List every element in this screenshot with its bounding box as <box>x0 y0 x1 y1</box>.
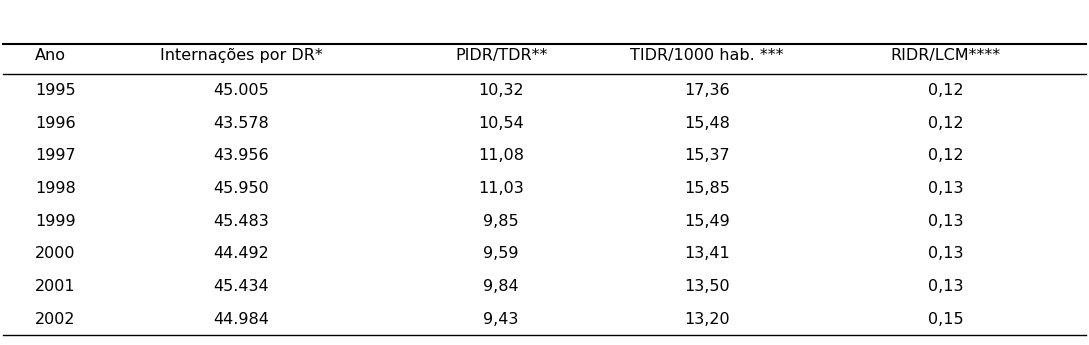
Text: 11,08: 11,08 <box>478 148 524 163</box>
Text: 0,13: 0,13 <box>928 279 963 294</box>
Text: 45.483: 45.483 <box>213 214 269 229</box>
Text: 0,15: 0,15 <box>928 312 963 327</box>
Text: 0,12: 0,12 <box>928 148 963 163</box>
Text: TIDR/1000 hab. ***: TIDR/1000 hab. *** <box>631 48 784 63</box>
Text: 13,41: 13,41 <box>684 246 730 261</box>
Text: 1996: 1996 <box>35 116 76 130</box>
Text: 0,12: 0,12 <box>928 83 963 98</box>
Text: 9,59: 9,59 <box>484 246 519 261</box>
Text: 1998: 1998 <box>35 181 76 196</box>
Text: 10,32: 10,32 <box>478 83 524 98</box>
Text: 1997: 1997 <box>35 148 76 163</box>
Text: 2002: 2002 <box>35 312 76 327</box>
Text: 13,50: 13,50 <box>684 279 730 294</box>
Text: 45.434: 45.434 <box>213 279 269 294</box>
Text: 1999: 1999 <box>35 214 76 229</box>
Text: 11,03: 11,03 <box>478 181 524 196</box>
Text: 9,84: 9,84 <box>484 279 519 294</box>
Text: 9,85: 9,85 <box>484 214 519 229</box>
Text: 44.984: 44.984 <box>213 312 269 327</box>
Text: PIDR/TDR**: PIDR/TDR** <box>455 48 548 63</box>
Text: 45.005: 45.005 <box>213 83 269 98</box>
Text: Internações por DR*: Internações por DR* <box>160 48 322 63</box>
Text: 1995: 1995 <box>35 83 76 98</box>
Text: 17,36: 17,36 <box>684 83 730 98</box>
Text: 0,12: 0,12 <box>928 116 963 130</box>
Text: Ano: Ano <box>35 48 66 63</box>
Text: 13,20: 13,20 <box>684 312 730 327</box>
Text: 0,13: 0,13 <box>928 181 963 196</box>
Text: 15,48: 15,48 <box>684 116 730 130</box>
Text: 9,43: 9,43 <box>484 312 518 327</box>
Text: 45.950: 45.950 <box>213 181 269 196</box>
Text: 15,37: 15,37 <box>684 148 730 163</box>
Text: 0,13: 0,13 <box>928 214 963 229</box>
Text: 0,13: 0,13 <box>928 246 963 261</box>
Text: 10,54: 10,54 <box>478 116 524 130</box>
Text: 15,85: 15,85 <box>684 181 730 196</box>
Text: 2000: 2000 <box>35 246 76 261</box>
Text: 15,49: 15,49 <box>684 214 730 229</box>
Text: RIDR/LCM****: RIDR/LCM**** <box>891 48 1001 63</box>
Text: 43.578: 43.578 <box>213 116 269 130</box>
Text: 44.492: 44.492 <box>213 246 269 261</box>
Text: 43.956: 43.956 <box>213 148 269 163</box>
Text: 2001: 2001 <box>35 279 76 294</box>
